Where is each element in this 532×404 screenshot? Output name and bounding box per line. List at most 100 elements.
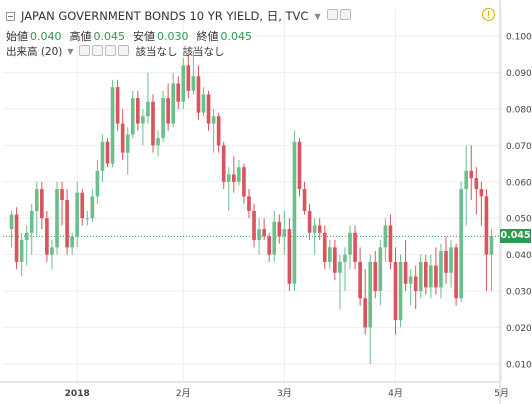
candle-body <box>156 138 160 146</box>
chart-header: JAPAN GOVERNMENT BONDS 10 YR YIELD, 日, T… <box>0 0 500 60</box>
candle-body <box>186 65 191 91</box>
candle-body <box>454 247 458 299</box>
y-tick-label: 0.100 <box>506 33 532 43</box>
candle-body <box>383 225 388 248</box>
chevron-down-icon[interactable]: ▼ <box>67 47 74 56</box>
candle-body <box>297 141 302 190</box>
candle-body <box>14 214 19 262</box>
candle-body <box>136 98 140 124</box>
candle-body <box>211 116 216 124</box>
candle-body <box>247 196 251 211</box>
candle-body <box>292 141 297 284</box>
candle-body <box>105 141 110 164</box>
candle-body <box>216 116 221 146</box>
candle-body <box>307 210 312 233</box>
candle-body <box>125 134 130 153</box>
candle-body <box>373 261 378 291</box>
candle-body <box>252 210 256 241</box>
volume-value-1: 該当なし <box>135 46 178 58</box>
candle-body <box>439 250 443 288</box>
series-settings-icons[interactable] <box>326 9 353 23</box>
collapse-toggle-icon[interactable] <box>6 11 15 21</box>
candle-body <box>226 174 231 182</box>
candle-body <box>418 261 423 291</box>
candle-body <box>231 174 236 182</box>
ohlc-open: 始値 0.040 <box>6 30 62 43</box>
candle-body <box>110 87 115 164</box>
candle-body <box>75 192 80 237</box>
candle-body <box>24 232 29 241</box>
x-tick-label: 4月 <box>388 388 403 399</box>
title-row: JAPAN GOVERNMENT BONDS 10 YR YIELD, 日, T… <box>6 8 353 24</box>
candle-body <box>489 236 494 255</box>
candle-body <box>327 247 332 262</box>
candle-body <box>19 240 24 262</box>
volume-row: 出来高 (20) ▼ 該当なし 該当なし <box>6 44 225 59</box>
volume-settings-icons[interactable] <box>78 44 131 59</box>
candle-body <box>191 76 196 91</box>
candle-body <box>9 214 14 230</box>
candle-body <box>393 261 398 321</box>
candle-body <box>221 145 226 182</box>
candle-body <box>201 94 206 113</box>
candle-body <box>100 141 105 171</box>
y-tick-label: 0.020 <box>506 324 532 334</box>
candle-body <box>434 265 438 288</box>
x-tick-label: 2018 <box>65 389 90 399</box>
candle-body <box>363 298 367 328</box>
candle-body <box>398 261 403 321</box>
y-tick-label: 0.050 <box>506 215 532 225</box>
warning-icon[interactable]: ! <box>482 8 495 21</box>
y-tick-label: 0.090 <box>506 69 532 79</box>
x-tick-label: 2月 <box>176 388 191 399</box>
candle-body <box>115 87 120 124</box>
volume-label[interactable]: 出来高 (20) <box>6 46 63 58</box>
symbol-title[interactable]: JAPAN GOVERNMENT BONDS 10 YR YIELD, 日, T… <box>21 9 309 23</box>
candle-body <box>474 178 479 190</box>
candle-body <box>196 76 201 113</box>
candle-body <box>80 192 85 219</box>
candle-body <box>368 261 373 328</box>
candle-body <box>141 116 145 124</box>
ohlc-low: 安値 0.030 <box>133 30 189 43</box>
candle-body <box>65 200 69 248</box>
x-tick-label: 3月 <box>277 388 292 399</box>
x-tick-label: 5月 <box>494 388 509 399</box>
candle-body <box>287 229 292 284</box>
candle-body <box>277 221 282 237</box>
candle-body <box>40 189 44 219</box>
candle-body <box>242 167 246 197</box>
candle-body <box>60 189 64 200</box>
y-tick-label: 0.060 <box>506 178 532 188</box>
candle-body <box>95 170 100 197</box>
candle-body <box>353 232 357 262</box>
candle-body <box>423 261 428 288</box>
chevron-down-icon[interactable]: ▼ <box>314 11 321 21</box>
candle-body <box>413 276 418 291</box>
candle-body <box>161 98 165 139</box>
candle-body <box>55 189 59 248</box>
candle-body <box>403 261 408 284</box>
candle-body <box>302 189 307 211</box>
candle-body <box>322 232 327 262</box>
candle-body <box>484 196 489 255</box>
candle-body <box>181 65 186 102</box>
y-tick-label: 0.030 <box>506 288 532 298</box>
candle-body <box>408 276 413 284</box>
ohlc-row: 始値 0.040 高値 0.045 安値 0.030 終値 0.045 <box>6 28 252 44</box>
candle-body <box>317 225 322 233</box>
candle-body <box>90 196 95 219</box>
candle-body <box>70 236 74 248</box>
candle-body <box>333 247 337 273</box>
candle-body <box>444 250 448 273</box>
candle-body <box>257 229 261 241</box>
candle-body <box>176 83 181 102</box>
candle-body <box>378 247 383 291</box>
candle-body <box>85 218 90 220</box>
candle-body <box>469 170 474 179</box>
candle-body <box>459 189 463 299</box>
candle-body <box>343 254 347 262</box>
candle-body <box>206 94 211 124</box>
candle-body <box>120 123 125 153</box>
